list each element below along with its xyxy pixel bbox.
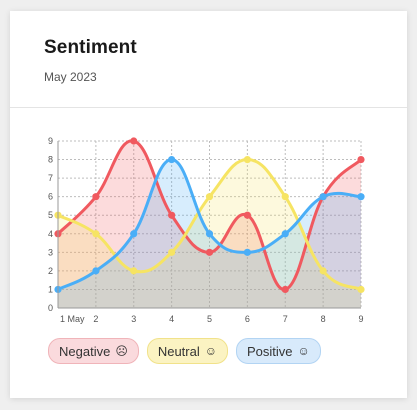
card-title: Sentiment xyxy=(44,37,137,58)
point-positive xyxy=(243,248,251,256)
y-tick-label: 8 xyxy=(48,155,53,165)
point-neutral xyxy=(130,267,138,275)
area-negative xyxy=(58,140,361,308)
x-tick-label: 8 xyxy=(321,314,326,324)
legend-item-neutral[interactable]: Neutral ☺ xyxy=(146,338,229,364)
point-negative xyxy=(168,211,176,219)
y-tick-label: 0 xyxy=(48,303,53,313)
point-positive xyxy=(92,267,100,275)
point-neutral xyxy=(319,267,327,275)
point-negative xyxy=(281,285,289,294)
x-tick-label: 2 xyxy=(93,314,98,324)
y-tick-label: 4 xyxy=(48,229,53,239)
x-tick-label: 7 xyxy=(283,314,288,324)
card-subtitle: May 2023 xyxy=(44,70,97,84)
point-positive xyxy=(130,230,138,238)
chart-legend: Negative ☹ Neutral ☺ Positive ☺ xyxy=(48,338,321,364)
happy-face-icon: ☺ xyxy=(297,344,310,358)
legend-label-neutral: Neutral xyxy=(157,343,200,359)
legend-item-negative[interactable]: Negative ☹ xyxy=(48,338,139,364)
x-tick-label: 9 xyxy=(358,314,363,324)
point-neutral xyxy=(281,193,289,201)
card-header: Sentiment May 2023 xyxy=(10,11,407,108)
neutral-face-icon: ☺ xyxy=(204,344,218,358)
point-negative xyxy=(92,193,100,201)
legend-label-negative: Negative xyxy=(59,343,111,359)
point-negative xyxy=(243,211,251,219)
legend-item-positive[interactable]: Positive ☺ xyxy=(236,338,321,364)
point-neutral xyxy=(168,248,176,256)
y-tick-label: 2 xyxy=(48,266,53,276)
point-positive xyxy=(357,193,365,201)
chart-axes xyxy=(57,141,361,309)
y-tick-label: 1 xyxy=(48,284,53,294)
point-neutral xyxy=(92,230,100,238)
y-tick-label: 9 xyxy=(48,136,53,146)
x-tick-label: 1 May xyxy=(60,314,85,324)
y-tick-label: 7 xyxy=(48,173,53,183)
legend-label-positive: Positive xyxy=(247,343,293,359)
y-tick-label: 3 xyxy=(48,247,53,257)
x-tick-label: 6 xyxy=(245,314,250,324)
point-positive xyxy=(319,193,327,201)
sad-face-icon: ☹ xyxy=(115,344,128,358)
point-positive xyxy=(205,230,214,238)
point-positive xyxy=(281,230,289,238)
tick-labels: 0 1 2 3 4 5 6 7 8 9 1 May 2 3 4 5 6 7 8 9 xyxy=(48,136,364,324)
point-neutral xyxy=(205,193,214,201)
series-points xyxy=(54,137,365,294)
point-neutral xyxy=(243,155,251,164)
y-tick-label: 5 xyxy=(48,210,53,220)
point-negative xyxy=(130,137,138,145)
point-positive xyxy=(168,155,176,164)
line-positive xyxy=(56,158,363,291)
point-negative xyxy=(205,248,214,256)
x-tick-label: 3 xyxy=(131,314,136,324)
point-neutral xyxy=(357,285,365,294)
x-tick-label: 4 xyxy=(169,314,174,324)
sentiment-card: Sentiment May 2023 xyxy=(10,11,407,398)
point-negative xyxy=(357,155,365,164)
y-tick-label: 6 xyxy=(48,192,53,202)
x-tick-label: 5 xyxy=(207,314,212,324)
